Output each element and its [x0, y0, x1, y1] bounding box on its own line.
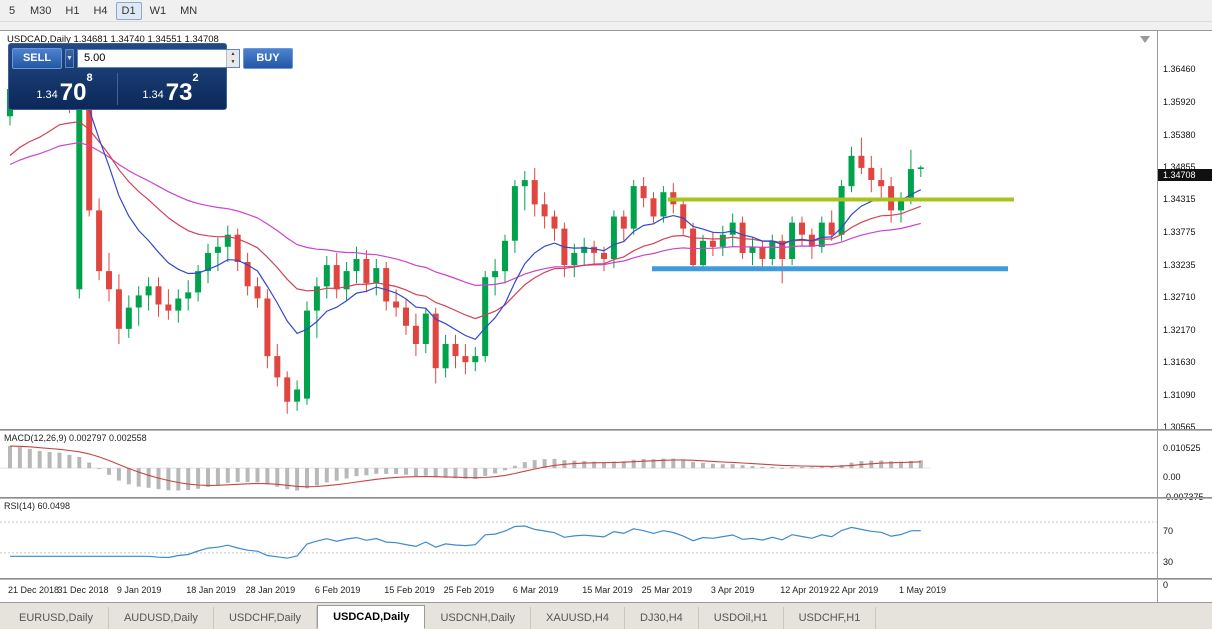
panel-splitter[interactable] — [0, 497, 1212, 499]
chart-tab-dj30-h4[interactable]: DJ30,H4 — [625, 607, 699, 629]
period-button-d1[interactable]: D1 — [115, 1, 142, 20]
time-axis-label: 15 Feb 2019 — [384, 585, 435, 595]
buy-price-display[interactable]: 1.34 73 2 — [118, 71, 223, 107]
time-axis-label: 21 Dec 2018 — [8, 585, 60, 595]
current-price-tag: 1.34708 — [1158, 169, 1212, 182]
volume-field: ▲ ▼ — [76, 48, 240, 68]
chart-tab-audusd-daily[interactable]: AUDUSD,Daily — [109, 607, 214, 629]
time-axis-label: 1 May 2019 — [899, 585, 947, 595]
price-scale-label: 1.33775 — [1163, 227, 1196, 238]
period-button-w1[interactable]: W1 — [149, 4, 167, 17]
price-scale[interactable]: 1.36460 1.35920 1.35380 1.34855 1.34315 1.337… — [1157, 30, 1212, 602]
buy-price-point: 2 — [192, 72, 199, 84]
time-axis-label: 12 Apr 2019 — [780, 585, 829, 595]
price-scale-label: 1.32170 — [1163, 324, 1196, 335]
price-scale-label: 1.34315 — [1163, 194, 1196, 205]
chevron-down-icon: ▼ — [66, 54, 73, 62]
volume-input[interactable] — [77, 49, 226, 67]
chart-title: USDCAD,Daily 1.34681 1.34740 1.34551 1.3… — [7, 34, 219, 45]
rsi-scale-label: 0 — [1163, 580, 1169, 590]
sell-price-display[interactable]: 1.34 70 8 — [12, 71, 117, 107]
price-scale-label: 1.32710 — [1163, 291, 1196, 302]
buy-price-pips: 73 — [165, 78, 193, 106]
macd-scale-label: 0.00 — [1163, 472, 1181, 483]
price-divider — [117, 73, 118, 105]
sell-price-big-figure: 1.34 — [36, 89, 58, 101]
volume-spinner: ▲ ▼ — [225, 49, 239, 67]
timeframe-toolbar: 5 M30 H1 H4 D1 W1 MN — [0, 0, 1212, 22]
chart-tab-usdchf-h1[interactable]: USDCHF,H1 — [784, 607, 877, 629]
time-axis-label: 3 Apr 2019 — [710, 585, 755, 595]
price-scale-label: 1.31090 — [1163, 390, 1196, 401]
price-scale-label: 1.36460 — [1163, 64, 1196, 75]
sell-price-pips: 70 — [59, 78, 87, 106]
time-axis-label: 6 Feb 2019 — [314, 585, 361, 595]
chart-tabs-bar: EURUSD,Daily AUDUSD,Daily USDCHF,Daily USDC… — [0, 602, 1212, 629]
time-axis-label: 15 Mar 2019 — [582, 585, 633, 595]
time-axis-label: 22 Apr 2019 — [829, 585, 879, 595]
rsi-scale-label: 70 — [1163, 526, 1174, 537]
price-scale-label: 1.33235 — [1163, 259, 1196, 270]
rsi-scale-label: 30 — [1163, 556, 1174, 567]
rsi-panel: RSI(14) 60.0498 — [0, 499, 1157, 578]
time-axis-label: 28 Jan 2019 — [245, 585, 296, 595]
one-click-trading-panel: SELL ▼ ▲ ▼ BUY 1.34708 — [8, 43, 293, 110]
time-axis-label: 31 Dec 2018 — [57, 585, 109, 595]
time-axis[interactable]: 21 Dec 2018 31 Dec 2018 9 Jan 2019 18 Jan 2… — [0, 580, 1157, 602]
macd-scale-label: 0.010525 — [1163, 443, 1201, 454]
period-button-h4[interactable]: H4 — [93, 4, 108, 17]
chart-tab-eurusd-daily[interactable]: EURUSD,Daily — [4, 607, 109, 629]
macd-plot[interactable] — [0, 431, 1157, 497]
time-axis-label: 9 Jan 2019 — [116, 585, 162, 595]
price-scale-label: 1.34855 — [1163, 161, 1196, 172]
period-button-mn[interactable]: MN — [180, 4, 198, 17]
volume-decrease-button[interactable]: ▼ — [225, 58, 239, 67]
time-axis-label: 25 Feb 2019 — [443, 585, 495, 595]
time-axis-label: 6 Mar 2019 — [512, 585, 559, 595]
chart-tab-usdcnh-daily[interactable]: USDCNH,Daily — [425, 607, 532, 629]
chart-tab-usdcad-daily[interactable]: USDCAD,Daily — [317, 605, 426, 629]
chart-tab-xauusd-h4[interactable]: XAUUSD,H4 — [531, 607, 625, 629]
sell-button[interactable]: SELL — [12, 47, 62, 69]
macd-panel: MACD(12,26,9) 0.002797 0.002558 — [0, 431, 1157, 497]
price-scale-label: 1.35920 — [1163, 96, 1196, 107]
rsi-plot[interactable] — [0, 499, 1157, 578]
buy-price-big-figure: 1.34 — [142, 89, 164, 101]
period-button-5[interactable]: 5 — [8, 4, 16, 17]
panel-splitter[interactable] — [0, 578, 1212, 580]
buy-button[interactable]: BUY — [242, 47, 293, 69]
price-chart-panel: USDCAD,Daily 1.34681 1.34740 1.34551 1.3… — [0, 30, 1157, 429]
chart-shift-marker[interactable] — [1140, 36, 1150, 43]
panel-splitter[interactable] — [0, 429, 1212, 431]
chart-tab-usdoil-h1[interactable]: USDOil,H1 — [699, 607, 784, 629]
volume-dropdown-button[interactable]: ▼ — [65, 48, 74, 68]
price-scale-label: 1.35380 — [1163, 129, 1196, 140]
sell-price-point: 8 — [86, 72, 93, 84]
period-button-m30[interactable]: M30 — [30, 4, 52, 17]
price-scale-label: 1.30565 — [1163, 422, 1196, 432]
chart-tab-usdchf-daily[interactable]: USDCHF,Daily — [214, 607, 318, 629]
period-button-h1[interactable]: H1 — [65, 4, 80, 17]
macd-label: MACD(12,26,9) 0.002797 0.002558 — [4, 433, 147, 443]
time-axis-label: 18 Jan 2019 — [186, 585, 236, 595]
chart-window: USDCAD,Daily 1.34681 1.34740 1.34551 1.3… — [0, 22, 1212, 602]
time-axis-label: 25 Mar 2019 — [641, 585, 693, 595]
volume-increase-button[interactable]: ▲ — [225, 49, 239, 58]
rsi-label: RSI(14) 60.0498 — [4, 501, 71, 511]
price-scale-label: 1.31630 — [1163, 357, 1196, 368]
